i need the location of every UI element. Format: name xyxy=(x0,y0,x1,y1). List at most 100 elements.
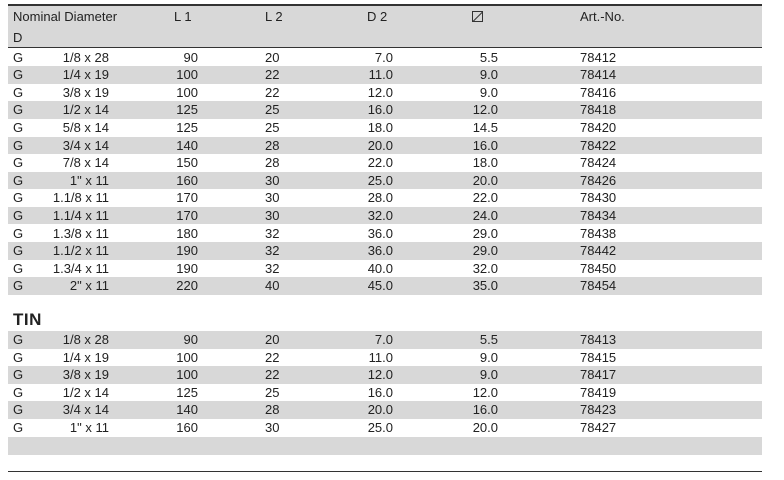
cell-nominal-diameter: 1" x 11 xyxy=(69,172,109,188)
table-row: G 1/8 x 28 90 20 7.0 5.5 78412 xyxy=(8,49,762,67)
header-l2: L 2 xyxy=(265,9,283,24)
cell-l2: 25 xyxy=(265,102,280,118)
cell-l2: 20 xyxy=(265,332,280,347)
cell-l2: 40 xyxy=(265,278,280,294)
cell-l1: 90 xyxy=(183,332,198,347)
cell-l1: 140 xyxy=(176,137,198,153)
cell-nominal-diameter: 1/8 x 28 xyxy=(62,332,109,347)
cell-l2: 28 xyxy=(265,137,280,153)
cell-l2: 32 xyxy=(265,260,280,276)
cell-nominal-diameter: 1.1/4 x 11 xyxy=(52,207,109,223)
cell-d2: 12.0 xyxy=(367,84,393,100)
cell-art-no: 78423 xyxy=(580,402,617,418)
cell-square: 35.0 xyxy=(472,278,498,294)
cell-l1: 100 xyxy=(176,84,198,100)
cell-l1: 150 xyxy=(176,155,198,171)
cell-d2: 45.0 xyxy=(367,278,393,294)
table-row: G 3/4 x 14 140 28 20.0 16.0 78423 xyxy=(8,401,762,419)
cell-art-no: 78430 xyxy=(580,190,617,206)
cell-l1: 180 xyxy=(176,225,198,241)
cell-thread-type: G xyxy=(13,190,24,206)
cell-d2: 36.0 xyxy=(367,243,393,259)
cell-nominal-diameter: 2" x 11 xyxy=(69,278,109,294)
cell-art-no: 78414 xyxy=(580,67,617,83)
cell-thread-type: G xyxy=(13,137,24,153)
cell-square: 9.0 xyxy=(479,367,498,383)
cell-square: 29.0 xyxy=(472,243,498,259)
cell-d2: 22.0 xyxy=(367,155,393,171)
cell-l2: 30 xyxy=(265,172,280,188)
cell-thread-type: G xyxy=(13,349,24,365)
table-row: G 1" x 11 160 30 25.0 20.0 78427 xyxy=(8,419,762,437)
cell-square: 29.0 xyxy=(472,225,498,241)
cell-d2: 18.0 xyxy=(367,119,393,135)
table-row: G 1.3/8 x 11 180 32 36.0 29.0 78438 xyxy=(8,225,762,243)
cell-thread-type: G xyxy=(13,367,24,383)
cell-l2: 25 xyxy=(265,119,280,135)
cell-thread-type: G xyxy=(13,225,24,241)
cell-thread-type: G xyxy=(13,119,24,135)
cell-nominal-diameter: 5/8 x 14 xyxy=(62,119,109,135)
cell-d2: 32.0 xyxy=(367,207,393,223)
cell-art-no: 78412 xyxy=(580,49,617,65)
cell-l1: 100 xyxy=(176,367,198,383)
cell-square: 9.0 xyxy=(479,67,498,83)
cell-l1: 160 xyxy=(176,172,198,188)
cell-l1: 190 xyxy=(176,260,198,276)
cell-art-no: 78418 xyxy=(580,102,617,118)
cell-square: 24.0 xyxy=(472,207,498,223)
cell-l1: 160 xyxy=(176,420,198,435)
cell-art-no: 78426 xyxy=(580,172,617,188)
cell-d2: 12.0 xyxy=(367,367,393,383)
cell-art-no: 78424 xyxy=(580,155,617,171)
cell-square: 9.0 xyxy=(479,349,498,365)
cell-l2: 20 xyxy=(265,49,280,65)
table-row: G 1.1/4 x 11 170 30 32.0 24.0 78434 xyxy=(8,206,762,225)
cell-art-no: 78422 xyxy=(580,137,617,153)
header-nominal-diameter: Nominal Diameter xyxy=(13,9,118,24)
table-row: G 1.1/8 x 11 170 30 28.0 22.0 78430 xyxy=(8,189,762,207)
cell-thread-type: G xyxy=(13,260,24,276)
cell-nominal-diameter: 1.3/8 x 11 xyxy=(52,225,109,241)
cell-l1: 100 xyxy=(176,67,198,83)
header-d: D xyxy=(13,30,23,45)
cell-thread-type: G xyxy=(13,207,24,223)
cell-thread-type: G xyxy=(13,84,24,100)
cell-nominal-diameter: 1.1/2 x 11 xyxy=(52,243,109,259)
cell-l2: 25 xyxy=(265,384,280,400)
cell-d2: 36.0 xyxy=(367,225,393,241)
cell-l2: 32 xyxy=(265,243,280,259)
cell-thread-type: G xyxy=(13,172,24,188)
table-row: G 5/8 x 14 125 25 18.0 14.5 78420 xyxy=(8,119,762,137)
cell-d2: 20.0 xyxy=(367,402,393,418)
cell-square: 14.5 xyxy=(472,119,498,135)
cell-square: 22.0 xyxy=(472,190,498,206)
cell-l1: 90 xyxy=(183,49,198,65)
cell-d2: 11.0 xyxy=(368,67,393,83)
cell-square: 5.5 xyxy=(479,49,498,65)
empty-row xyxy=(8,437,762,455)
table-row: G 1/4 x 19 100 22 11.0 9.0 78414 xyxy=(8,66,762,84)
table-row: G 1/2 x 14 125 25 16.0 12.0 78419 xyxy=(8,384,762,402)
cell-d2: 11.0 xyxy=(368,349,393,365)
cell-thread-type: G xyxy=(13,278,24,294)
cell-d2: 40.0 xyxy=(367,260,393,276)
table-row: G 1" x 11 160 30 25.0 20.0 78426 xyxy=(8,171,762,190)
cell-d2: 16.0 xyxy=(367,102,393,118)
cell-thread-type: G xyxy=(13,243,24,259)
cell-l1: 170 xyxy=(176,190,198,206)
cell-art-no: 78450 xyxy=(580,260,617,276)
cell-square: 12.0 xyxy=(472,384,498,400)
cell-art-no: 78415 xyxy=(580,349,617,365)
cell-nominal-diameter: 1" x 11 xyxy=(69,420,109,435)
top-rule xyxy=(8,4,762,6)
cell-nominal-diameter: 3/4 x 14 xyxy=(62,402,109,418)
cell-thread-type: G xyxy=(13,155,24,171)
cell-square: 12.0 xyxy=(472,102,498,118)
cell-l1: 170 xyxy=(176,207,198,223)
cell-thread-type: G xyxy=(13,384,24,400)
cell-nominal-diameter: 1/4 x 19 xyxy=(62,349,109,365)
cell-l2: 22 xyxy=(265,367,280,383)
cell-l1: 140 xyxy=(176,402,198,418)
cell-d2: 25.0 xyxy=(367,172,393,188)
